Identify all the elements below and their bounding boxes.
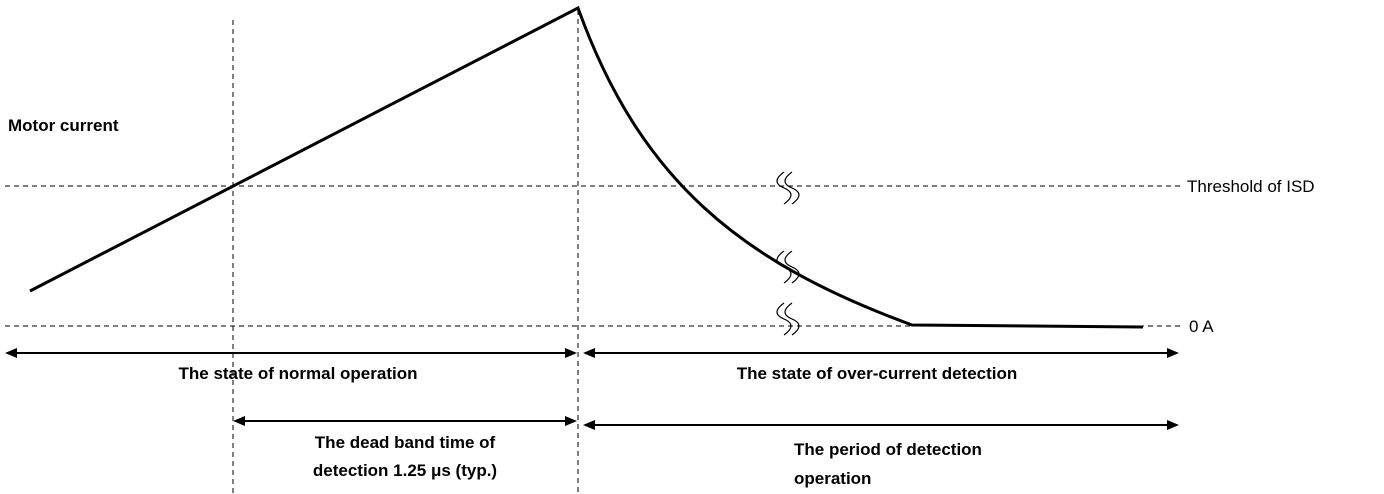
level-label: 0 A [1189, 317, 1214, 336]
span-label: The state of over-current detection [737, 364, 1018, 383]
span-label: operation [794, 469, 871, 488]
span-arrows [5, 348, 1179, 430]
span-label: The state of normal operation [179, 364, 418, 383]
span-label: detection 1.25 μs (typ.) [313, 461, 497, 480]
current-waveform [29, 5, 1144, 329]
break-marks [776, 171, 800, 336]
level-label: Threshold of ISD [1187, 177, 1315, 196]
span-label: The dead band time of [315, 433, 496, 452]
axis-label: Motor current [8, 116, 119, 135]
span-label: The period of detection [794, 440, 982, 459]
